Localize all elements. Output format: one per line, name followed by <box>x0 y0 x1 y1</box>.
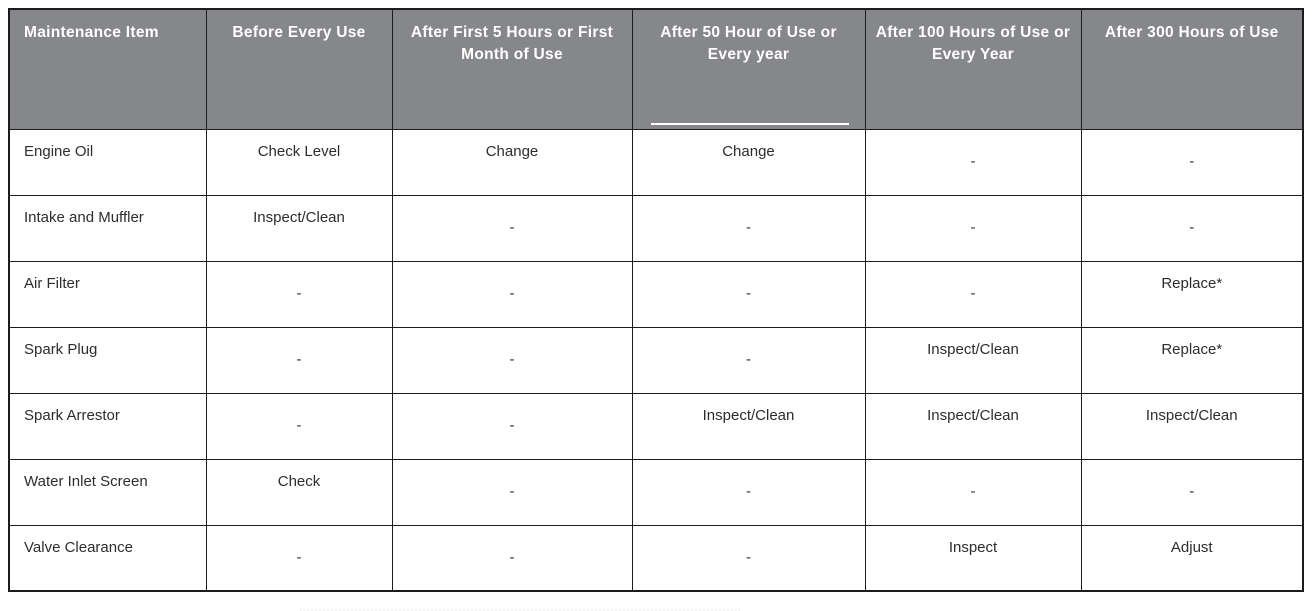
cell-value: Change <box>391 128 633 196</box>
row-item-name: Engine Oil <box>8 128 207 196</box>
cell-value: - <box>631 194 866 262</box>
cell-value: - <box>1080 128 1304 196</box>
cell-value: - <box>631 458 866 526</box>
row-item-name: Spark Plug <box>8 326 207 394</box>
cell-value: Check Level <box>205 128 393 196</box>
row-item-name: Air Filter <box>8 260 207 328</box>
table-row-air-filter: Air Filter - - - - Replace* <box>8 260 1304 328</box>
cell-value: Adjust <box>1080 524 1304 592</box>
cell-value: - <box>391 524 633 592</box>
cell-value: - <box>205 260 393 328</box>
cell-value: - <box>631 260 866 328</box>
column-header-label: After 300 Hours of Use <box>1104 24 1279 41</box>
row-item-name: Spark Arrestor <box>8 392 207 460</box>
cell-value: - <box>205 326 393 394</box>
table-row-valve-clearance: Valve Clearance - - - Inspect Adjust <box>8 524 1304 592</box>
cell-value: - <box>391 458 633 526</box>
cell-value: - <box>205 524 393 592</box>
row-item-name: Intake and Muffler <box>8 194 207 262</box>
column-header-label: After First 5 Hours or First Month of Us… <box>410 24 614 63</box>
cell-value: Change <box>631 128 866 196</box>
table-row-spark-arrestor: Spark Arrestor - - Inspect/Clean Inspect… <box>8 392 1304 460</box>
cell-value: Replace* <box>1080 260 1304 328</box>
column-header-maintenance-item: Maintenance Item <box>8 8 207 130</box>
table-row-spark-plug: Spark Plug - - - Inspect/Clean Replace* <box>8 326 1304 394</box>
column-header-label: Maintenance Item <box>24 24 159 41</box>
table-row-intake-and-muffler: Intake and Muffler Inspect/Clean - - - - <box>8 194 1304 262</box>
header-row: Maintenance Item Before Every Use After … <box>8 8 1304 130</box>
cell-value: - <box>391 326 633 394</box>
table-row-water-inlet-screen: Water Inlet Screen Check - - - - <box>8 458 1304 526</box>
cell-value: - <box>391 194 633 262</box>
column-header-label: After 50 Hour of Use or Every year <box>660 24 837 63</box>
cell-value: - <box>631 326 866 394</box>
cell-value: Inspect/Clean <box>205 194 393 262</box>
cell-value: - <box>391 392 633 460</box>
column-header-label: Before Every Use <box>232 24 366 41</box>
table-row-engine-oil: Engine Oil Check Level Change Change - - <box>8 128 1304 196</box>
column-header-after-first-5-hours: After First 5 Hours or First Month of Us… <box>391 8 633 130</box>
column-header-after-100-hours: After 100 Hours of Use or Every Year <box>864 8 1082 130</box>
cell-value: - <box>1080 458 1304 526</box>
cell-value: Inspect/Clean <box>864 326 1082 394</box>
cell-value: - <box>864 458 1082 526</box>
cell-value: - <box>1080 194 1304 262</box>
column-header-before-every-use: Before Every Use <box>205 8 393 130</box>
maintenance-schedule-table: Maintenance Item Before Every Use After … <box>8 8 1304 592</box>
header-underline-artifact <box>650 122 849 125</box>
cell-value: Inspect/Clean <box>864 392 1082 460</box>
row-item-name: Water Inlet Screen <box>8 458 207 526</box>
maintenance-schedule: Maintenance Item Before Every Use After … <box>8 8 1304 592</box>
cell-value: Inspect/Clean <box>631 392 866 460</box>
row-item-name: Valve Clearance <box>8 524 207 592</box>
cell-value: - <box>864 194 1082 262</box>
column-header-label: After 100 Hours of Use or Every Year <box>875 24 1071 63</box>
column-header-after-300-hours: After 300 Hours of Use <box>1080 8 1304 130</box>
cell-value: Replace* <box>1080 326 1304 394</box>
cell-value: - <box>205 392 393 460</box>
cell-value: Check <box>205 458 393 526</box>
cell-value: - <box>864 260 1082 328</box>
cell-value: - <box>631 524 866 592</box>
cell-value: Inspect <box>864 524 1082 592</box>
cell-value: - <box>391 260 633 328</box>
cell-value: - <box>864 128 1082 196</box>
cell-value: Inspect/Clean <box>1080 392 1304 460</box>
column-header-after-50-hours: After 50 Hour of Use or Every year <box>631 8 866 130</box>
